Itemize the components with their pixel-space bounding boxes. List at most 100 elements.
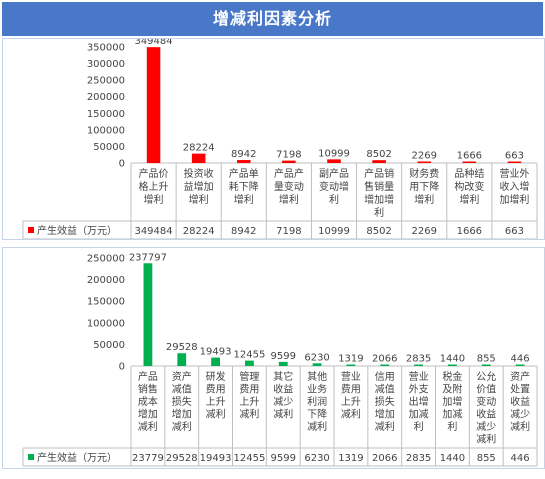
legend-label: 产生效益（万元） bbox=[37, 451, 117, 464]
table-value: 8502 bbox=[366, 226, 391, 237]
category-label: 费用 bbox=[239, 383, 259, 396]
category-label: 量变动 bbox=[274, 180, 304, 193]
category-label: 减利 bbox=[138, 421, 158, 433]
category-label: 减利 bbox=[206, 409, 226, 421]
bar bbox=[191, 153, 206, 163]
category-label: 利 bbox=[374, 207, 384, 219]
category-label: 变动 bbox=[476, 395, 496, 408]
data-label: 10999 bbox=[318, 148, 350, 159]
data-label: 9599 bbox=[271, 351, 296, 362]
category-label: 成本 bbox=[138, 395, 158, 408]
data-label: 663 bbox=[505, 151, 524, 162]
category-label: 加减 bbox=[442, 409, 462, 421]
y-tick-label: 200000 bbox=[87, 92, 125, 103]
bar bbox=[507, 161, 522, 163]
y-tick-label: 0 bbox=[119, 159, 125, 170]
data-label: 8502 bbox=[366, 149, 391, 160]
category-label: 益增加 bbox=[184, 180, 214, 193]
category-label: 产品价 bbox=[139, 167, 169, 180]
y-tick-label: 50000 bbox=[93, 142, 125, 153]
table-value: 12455 bbox=[234, 453, 266, 464]
category-label: 上升 bbox=[239, 396, 259, 408]
table-value: 23779 bbox=[132, 453, 164, 464]
table-value: 8942 bbox=[231, 226, 256, 237]
y-tick-label: 50000 bbox=[93, 340, 125, 351]
category-label: 耗下降 bbox=[229, 180, 259, 193]
data-label: 1319 bbox=[338, 354, 363, 365]
category-label: 减利 bbox=[510, 421, 530, 433]
category-label: 减少 bbox=[476, 421, 496, 433]
bar bbox=[448, 364, 457, 366]
category-label: 下降 bbox=[307, 408, 327, 421]
category-label: 加减 bbox=[409, 409, 429, 421]
bar bbox=[211, 357, 220, 366]
bar bbox=[146, 47, 161, 163]
category-label: 信用 bbox=[375, 371, 395, 383]
bar bbox=[245, 360, 254, 366]
category-label: 格上升 bbox=[139, 180, 169, 193]
chart-title: 增减利因素分析 bbox=[2, 2, 543, 36]
category-label: 减值 bbox=[172, 383, 192, 396]
category-label: 外支 bbox=[409, 384, 429, 396]
table-value: 1440 bbox=[440, 453, 465, 464]
category-label: 增加增 bbox=[364, 193, 394, 206]
category-label: 其他 bbox=[307, 370, 327, 383]
table-value: 10999 bbox=[318, 226, 350, 237]
y-tick-label: 100000 bbox=[87, 318, 125, 329]
table-value: 29528 bbox=[166, 453, 198, 464]
category-label: 业务 bbox=[307, 383, 327, 396]
y-tick-label: 150000 bbox=[87, 109, 125, 120]
y-tick-label: 150000 bbox=[87, 297, 125, 308]
category-label: 利 bbox=[329, 194, 339, 206]
category-label: 研发 bbox=[206, 370, 226, 383]
category-label: 减利 bbox=[239, 409, 259, 421]
category-label: 加增利 bbox=[499, 193, 529, 206]
increase-profit-panel: 350000 300000 250000 200000 150000 100000 5000… bbox=[2, 38, 545, 240]
table-value: 7198 bbox=[276, 226, 301, 237]
data-label: 19493 bbox=[200, 347, 232, 358]
bar bbox=[177, 353, 187, 366]
category-label: 品种结 bbox=[454, 167, 484, 180]
category-label: 产品 bbox=[138, 370, 158, 383]
category-label: 上升 bbox=[206, 396, 226, 408]
category-label: 减利 bbox=[172, 421, 192, 433]
category-label: 资产 bbox=[510, 370, 530, 383]
category-label: 减少 bbox=[510, 409, 530, 421]
bar bbox=[462, 161, 477, 163]
table-value: 19493 bbox=[200, 453, 232, 464]
category-label: 产品产 bbox=[274, 167, 304, 180]
category-label: 上升 bbox=[341, 396, 361, 408]
legend-swatch bbox=[28, 454, 34, 460]
y-tick-label: 300000 bbox=[87, 59, 125, 70]
category-label: 减少 bbox=[273, 396, 293, 408]
category-label: 增利 bbox=[234, 193, 254, 206]
category-label: 增加 bbox=[138, 408, 158, 421]
data-label: 29528 bbox=[166, 342, 198, 353]
category-label: 加增 bbox=[442, 395, 462, 408]
category-label: 副产品 bbox=[319, 167, 349, 180]
bar bbox=[372, 160, 386, 163]
y-tick-label: 0 bbox=[119, 362, 125, 373]
bar bbox=[282, 160, 296, 163]
table-value: 1319 bbox=[338, 453, 363, 464]
category-label: 增加 bbox=[375, 408, 395, 421]
category-label: 利 bbox=[414, 421, 424, 433]
category-label: 收益 bbox=[273, 383, 293, 396]
y-tick-label: 100000 bbox=[87, 125, 125, 136]
category-label: 处置 bbox=[510, 384, 530, 396]
bar bbox=[327, 159, 341, 163]
category-label: 增加 bbox=[172, 408, 192, 421]
data-label: 2269 bbox=[411, 151, 436, 162]
table-value: 2066 bbox=[372, 453, 397, 464]
data-label: 1440 bbox=[440, 354, 465, 365]
category-label: 产品单 bbox=[229, 167, 259, 180]
category-label: 税金 bbox=[442, 370, 462, 383]
category-label: 投资收 bbox=[184, 167, 214, 180]
category-label: 营业 bbox=[409, 370, 429, 383]
bar bbox=[278, 361, 288, 366]
category-label: 损失 bbox=[375, 395, 395, 408]
increase-profit-chart: 350000 300000 250000 200000 150000 100000 5000… bbox=[22, 39, 538, 239]
category-label: 收益 bbox=[510, 395, 530, 408]
category-label: 损失 bbox=[172, 395, 192, 408]
legend-swatch bbox=[28, 227, 34, 233]
